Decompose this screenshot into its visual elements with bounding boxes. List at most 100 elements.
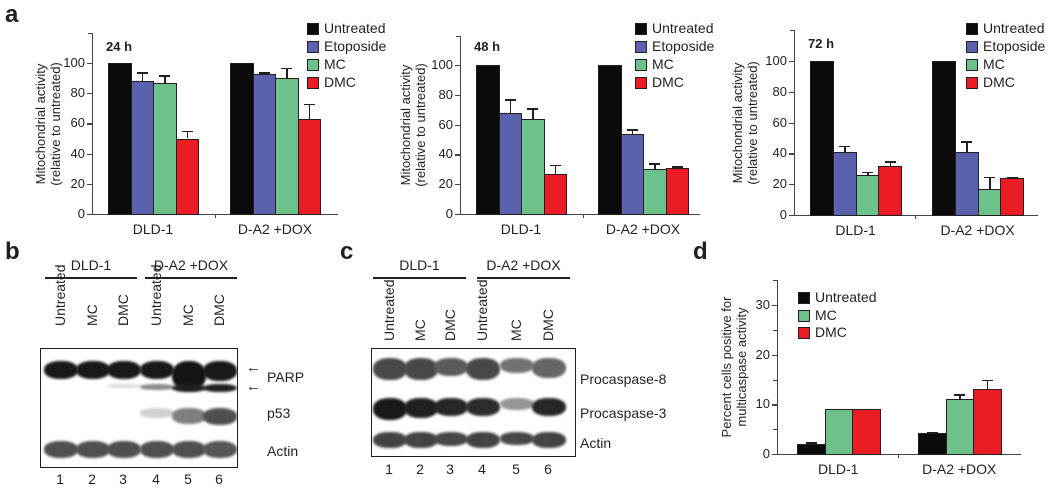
error-bar-cap	[805, 442, 817, 444]
x-category-label: D-A2 +DOX	[605, 221, 681, 237]
y-axis-tick	[87, 63, 92, 65]
bar-etoposide-dld1	[130, 81, 154, 215]
panel-letter-b: b	[5, 238, 20, 265]
error-bar	[867, 171, 869, 175]
y-tick-label: 40	[70, 145, 85, 161]
legend-label: DMC	[652, 74, 684, 90]
legend-swatch	[307, 23, 319, 35]
y-tick-label: 20	[755, 346, 770, 362]
error-bar	[989, 176, 991, 189]
bar-untreated-da2dox	[598, 65, 622, 215]
y-tick-label: 40	[772, 145, 787, 161]
blot-band	[140, 408, 174, 418]
legend-item: DMC	[307, 75, 356, 89]
y-axis-label-line: Mitochondrial activity	[33, 63, 48, 184]
blot-band	[466, 432, 500, 448]
legend-swatch	[966, 77, 978, 89]
legend-label: DMC	[983, 74, 1015, 90]
error-bar-cap	[1006, 176, 1018, 178]
lane-label: DMC	[442, 309, 458, 341]
y-axis-tick	[772, 404, 777, 406]
error-bar	[164, 75, 166, 83]
lane-group-label: D-A2 +DOX	[153, 257, 229, 273]
lane-label: MC	[84, 304, 100, 326]
y-axis-label-line: Mitochondrial activity	[730, 62, 745, 183]
legend-item: DMC	[635, 75, 684, 89]
y-tick-label: 0	[779, 207, 787, 222]
error-bar	[141, 72, 144, 82]
legend-item: Untreated	[966, 21, 1044, 35]
blot-band	[172, 441, 206, 458]
y-axis-label-line: (relative to untreated)	[413, 63, 428, 187]
blot-band	[172, 384, 206, 393]
bar-untreated-da2dox	[932, 61, 956, 216]
lane-label: Untreated	[52, 264, 68, 326]
bar-mc-dld1	[824, 409, 853, 455]
error-bar-cap	[884, 161, 896, 163]
y-axis-label-line: (relative to untreated)	[745, 60, 760, 185]
blot-band	[373, 432, 407, 448]
lane-label: Untreated	[148, 264, 164, 326]
blot-band	[107, 441, 141, 458]
legend-swatch	[635, 77, 647, 89]
bar-mc-dld1	[855, 174, 880, 216]
bar-mc-da2dox	[977, 188, 1002, 216]
y-tick-label: 0	[445, 206, 453, 221]
y-axis-tick	[88, 33, 92, 35]
legend-label: MC	[983, 56, 1005, 72]
lane-label: Untreated	[474, 279, 490, 341]
error-bar-cap	[549, 164, 561, 167]
legend-item: Etoposide	[966, 39, 1045, 53]
y-axis-minor-tick	[773, 379, 777, 381]
lane-group-line	[373, 277, 466, 279]
legend-label: MC	[815, 306, 837, 323]
y-tick-label: 100	[63, 55, 85, 70]
y-axis-tick	[87, 183, 92, 185]
y-axis-tick	[455, 94, 460, 96]
legend-item: MC	[307, 57, 346, 71]
legend-item: MC	[798, 308, 837, 322]
lane-number: 2	[88, 471, 96, 487]
lane-number: 1	[56, 471, 64, 487]
y-axis-tick	[455, 154, 460, 156]
y-tick-label: 100	[765, 53, 787, 68]
y-axis-tick	[789, 215, 794, 217]
blot-band	[500, 358, 534, 374]
blot-image	[40, 348, 238, 468]
blot-band	[373, 398, 407, 420]
legend-label: Etoposide	[652, 38, 715, 54]
error-bar-cap	[984, 176, 995, 178]
legend-label: DMC	[815, 324, 847, 340]
x-category-label: D-A2 +DOX	[940, 222, 1015, 238]
legend-swatch	[635, 59, 647, 71]
panel-letter-c: c	[340, 238, 354, 265]
error-bar-cap	[159, 75, 171, 77]
lane-label: DMC	[211, 294, 227, 326]
legend-swatch	[307, 59, 319, 71]
bar-untreated-dld1	[476, 65, 500, 215]
blot-band	[203, 441, 237, 458]
blot-band	[500, 432, 534, 445]
arrow-icon: ←	[246, 359, 261, 376]
bar-etoposide-da2dox	[954, 151, 979, 216]
blot-band	[404, 398, 438, 418]
legend-swatch	[307, 77, 319, 89]
y-axis-label: Mitochondrial activity (relative to untre…	[33, 44, 63, 204]
legend-label: MC	[324, 56, 346, 72]
x-axis-tick	[915, 215, 917, 219]
legend-swatch	[635, 41, 647, 53]
band-label: Actin	[580, 435, 612, 451]
bar-mc-da2dox	[643, 169, 667, 215]
lane-number: 4	[152, 471, 160, 487]
y-axis	[92, 33, 94, 214]
lane-group-label: DLD-1	[70, 257, 112, 273]
lane-number: 6	[215, 471, 223, 487]
y-tick-label: 60	[438, 116, 453, 132]
error-bar	[308, 103, 311, 119]
lane-number: 6	[544, 461, 552, 477]
y-tick-label: 80	[70, 85, 85, 101]
error-bar	[986, 379, 989, 390]
y-axis	[460, 36, 462, 214]
y-axis-tick	[455, 124, 460, 126]
y-tick-label: 100	[431, 57, 453, 72]
